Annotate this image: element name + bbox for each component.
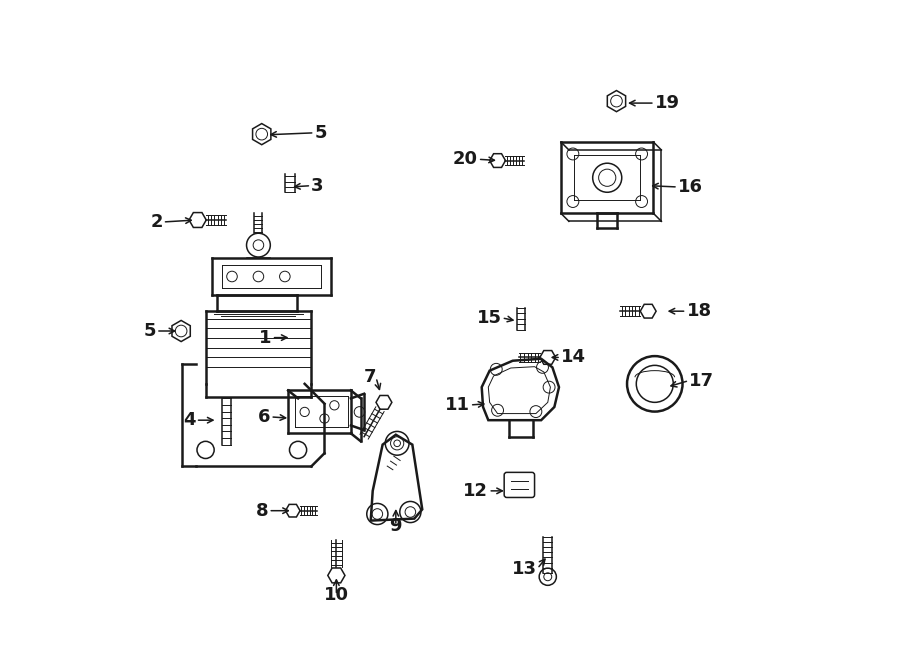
- Text: 2: 2: [150, 213, 163, 231]
- Text: 20: 20: [453, 150, 478, 168]
- Text: 6: 6: [257, 408, 270, 426]
- Text: 18: 18: [687, 302, 712, 320]
- Text: 12: 12: [464, 482, 489, 500]
- Text: 17: 17: [689, 371, 714, 389]
- Text: 16: 16: [678, 178, 703, 196]
- Text: 7: 7: [364, 368, 376, 386]
- Text: 13: 13: [512, 560, 537, 578]
- Text: 9: 9: [390, 517, 402, 535]
- Text: 19: 19: [655, 94, 680, 112]
- Text: 11: 11: [445, 396, 470, 414]
- Text: 1: 1: [259, 328, 272, 347]
- Text: 15: 15: [476, 308, 501, 327]
- Text: 14: 14: [561, 348, 586, 367]
- Text: 3: 3: [311, 177, 324, 195]
- Text: 5: 5: [143, 322, 156, 340]
- Text: 10: 10: [324, 587, 349, 604]
- Text: 4: 4: [184, 411, 195, 429]
- Text: 8: 8: [256, 502, 268, 520]
- Text: 5: 5: [315, 124, 327, 142]
